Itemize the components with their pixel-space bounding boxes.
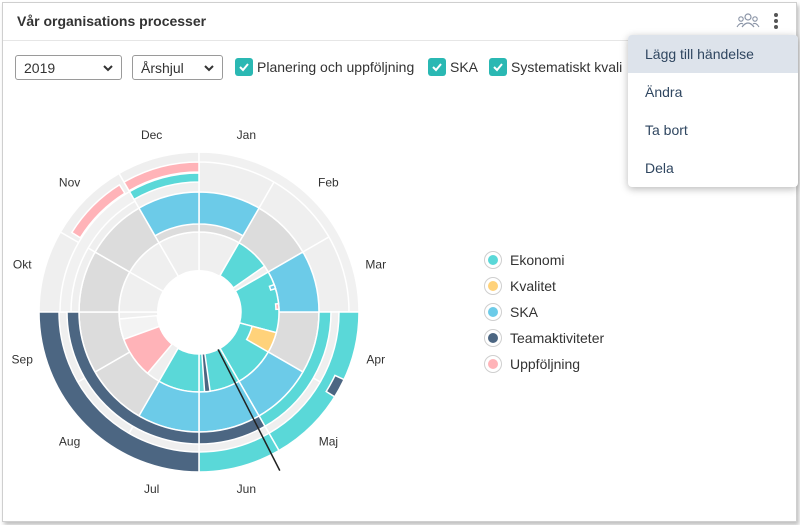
legend-label: SKA	[510, 304, 539, 320]
event-arc[interactable]	[38, 311, 200, 473]
legend-dot-icon	[484, 277, 502, 295]
event-arc[interactable]	[274, 302, 280, 311]
legend: Ekonomi Kvalitet SKA Teamaktiviteter Upp…	[484, 247, 604, 377]
check-icon	[235, 58, 253, 76]
header-divider	[3, 40, 796, 41]
legend-item[interactable]: Kvalitet	[484, 273, 604, 299]
wheel-center	[157, 270, 241, 354]
chevron-down-icon	[204, 64, 214, 71]
month-label-dec: Dec	[141, 128, 162, 142]
event-arc[interactable]	[66, 311, 200, 445]
event-arc[interactable]	[325, 374, 346, 398]
chevron-down-icon	[103, 64, 113, 71]
event-arc[interactable]	[59, 190, 137, 313]
checkbox-label: Systematiskt kvali	[511, 59, 623, 75]
view-select-value: Årshjul	[141, 59, 184, 76]
month-label-sep: Sep	[12, 352, 34, 366]
legend-item[interactable]: Ekonomi	[484, 247, 604, 273]
legend-label: Kvalitet	[510, 278, 556, 294]
legend-dot-icon	[484, 303, 502, 321]
month-label-maj: Maj	[319, 434, 338, 448]
event-arc[interactable]	[245, 325, 278, 354]
month-label-okt: Okt	[13, 258, 32, 272]
year-select-value: 2019	[24, 59, 56, 76]
context-menu: Lägg till händelse Ändra Ta bort Dela	[628, 35, 798, 187]
view-select[interactable]: Årshjul	[132, 55, 223, 80]
year-wheel[interactable]: Jan Feb Mar Apr Maj Jun Jul Aug Sep Okt Nov Dec	[3, 3, 473, 503]
legend-item[interactable]: Uppföljning	[484, 351, 604, 377]
legend-item[interactable]: SKA	[484, 299, 604, 325]
event-arc[interactable]	[122, 161, 200, 192]
checkbox-planering[interactable]: Planering och uppföljning	[235, 58, 414, 76]
month-label-aug: Aug	[59, 434, 80, 448]
month-label-jul: Jul	[144, 482, 159, 496]
checkbox-ska[interactable]: SKA	[428, 58, 478, 76]
month-label-nov: Nov	[59, 176, 80, 190]
legend-label: Uppföljning	[510, 356, 581, 372]
people-group-icon[interactable]	[736, 11, 760, 31]
event-arc[interactable]	[198, 191, 261, 237]
year-select[interactable]: 2019	[15, 55, 122, 80]
check-icon	[428, 58, 446, 76]
checkbox-label: SKA	[450, 59, 479, 75]
month-label-apr: Apr	[366, 352, 385, 366]
event-arc[interactable]	[268, 283, 277, 292]
kebab-menu-icon[interactable]	[770, 11, 782, 31]
legend-dot-icon	[484, 355, 502, 373]
month-label-feb: Feb	[318, 176, 339, 190]
page-title: Vår organisations processer	[17, 13, 207, 29]
legend-label: Teamaktiviteter	[510, 330, 605, 346]
menu-item-delete[interactable]: Ta bort	[645, 122, 688, 138]
legend-dot-icon	[484, 251, 502, 269]
legend-label: Ekonomi	[510, 252, 565, 268]
month-label-jan: Jan	[237, 128, 256, 142]
menu-item-edit[interactable]: Ändra	[645, 84, 683, 100]
event-arc[interactable]	[137, 191, 200, 237]
event-arc[interactable]	[128, 172, 200, 201]
event-arc[interactable]	[70, 183, 126, 239]
today-marker-line	[217, 349, 281, 471]
check-icon	[489, 58, 507, 76]
month-label-jun: Jun	[237, 482, 256, 496]
checkbox-systematiskt[interactable]: Systematiskt kvali	[489, 58, 622, 76]
menu-item-add-event[interactable]: Lägg till händelse	[628, 35, 798, 73]
menu-item-share[interactable]: Dela	[645, 160, 674, 176]
legend-item[interactable]: Teamaktiviteter	[484, 325, 604, 351]
legend-dot-icon	[484, 329, 502, 347]
month-label-mar: Mar	[365, 258, 386, 272]
checkbox-label: Planering och uppföljning	[257, 59, 415, 75]
